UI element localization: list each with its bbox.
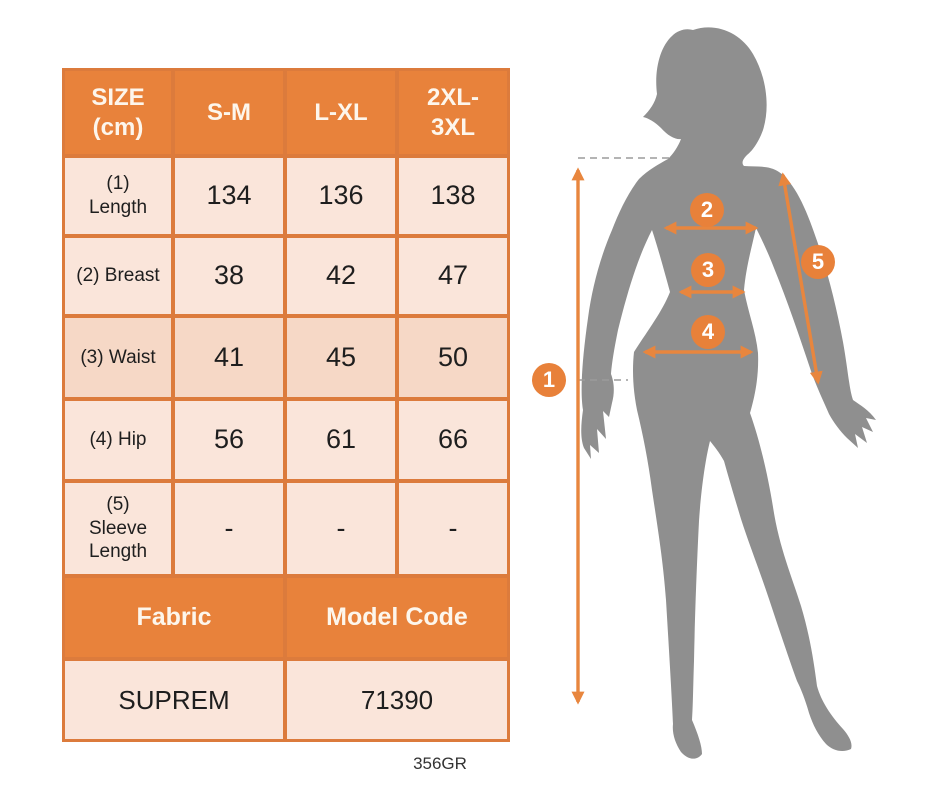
sleeve-2xl-3xl: -: [399, 483, 507, 574]
col-header-l-xl: L-XL: [287, 71, 395, 154]
badge-length-1: 1: [532, 363, 566, 397]
col-header-2xl-3xl: 2XL- 3XL: [399, 71, 507, 154]
hip-l-xl: 61: [287, 401, 395, 479]
length-l-xl: 136: [287, 158, 395, 234]
badge-waist-3: 3: [691, 253, 725, 287]
breast-s-m: 38: [175, 238, 283, 314]
body-silhouette-shape: [581, 27, 876, 759]
row-label-sleeve-length: (5) Sleeve Length: [65, 483, 171, 574]
length-s-m: 134: [175, 158, 283, 234]
fabric-value: SUPREM: [65, 661, 283, 739]
badge-breast-2: 2: [690, 193, 724, 227]
row-label-breast: (2) Breast: [65, 238, 171, 314]
size-unit-header: SIZE (cm): [65, 71, 171, 154]
row-label-hip: (4) Hip: [65, 401, 171, 479]
badge-sleeve-5: 5: [801, 245, 835, 279]
badge-hip-4: 4: [691, 315, 725, 349]
sleeve-measure-arrow: [778, 172, 823, 385]
sleeve-s-m: -: [175, 483, 283, 574]
waist-2xl-3xl: 50: [399, 318, 507, 397]
model-code-header: Model Code: [287, 578, 507, 657]
sleeve-l-xl: -: [287, 483, 395, 574]
model-code-value: 71390: [287, 661, 507, 739]
col-header-s-m: S-M: [175, 71, 283, 154]
breast-l-xl: 42: [287, 238, 395, 314]
size-chart-table: SIZE (cm) S-M L-XL 2XL- 3XL (1) Length 1…: [62, 68, 510, 742]
row-label-length: (1) Length: [65, 158, 171, 234]
product-code: 356GR: [413, 754, 467, 773]
length-2xl-3xl: 138: [399, 158, 507, 234]
waist-l-xl: 45: [287, 318, 395, 397]
fabric-header: Fabric: [65, 578, 283, 657]
breast-2xl-3xl: 47: [399, 238, 507, 314]
hip-s-m: 56: [175, 401, 283, 479]
row-label-waist: (3) Waist: [65, 318, 171, 397]
waist-s-m: 41: [175, 318, 283, 397]
hip-2xl-3xl: 66: [399, 401, 507, 479]
